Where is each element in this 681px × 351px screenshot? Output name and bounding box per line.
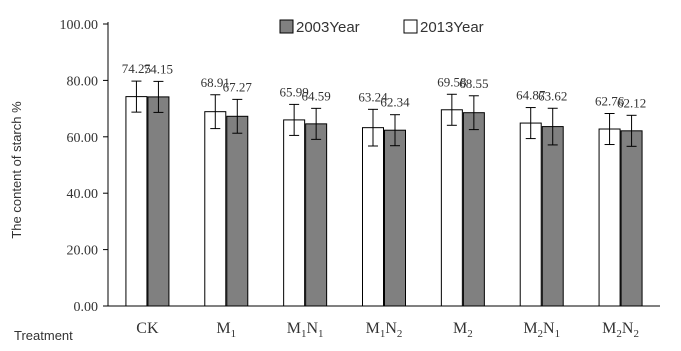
bar-2003Year-2 (305, 123, 328, 307)
bar-2003Year-6 (620, 130, 643, 307)
bar-2013Year-4 (440, 109, 463, 307)
bar-2013Year-5 (519, 122, 542, 307)
bar-2013Year-2 (283, 119, 306, 307)
legend-swatch-2003Year (279, 19, 294, 34)
value-label-2013Year-2: 65.99 (280, 84, 309, 99)
bar-2013Year-6 (598, 128, 621, 307)
bar-2003Year-0 (147, 96, 170, 307)
bar-2013Year-1 (204, 111, 227, 307)
y-tick-label: 60.00 (67, 131, 99, 146)
y-tick-label: 80.00 (67, 74, 99, 89)
x-tick-label-4: M2 (453, 320, 473, 340)
x-axis-labels: CK M1 M1N1 M1N2 M2 M2N1 M2N2 (136, 320, 639, 340)
value-label-2003Year-2: 64.59 (302, 88, 331, 103)
x-axis-label: Treatment (14, 328, 73, 343)
bars (125, 96, 643, 307)
value-label-2013Year-3: 63.24 (358, 89, 388, 104)
bar-2013Year-3 (362, 127, 384, 307)
value-label-2003Year-6: 62.12 (617, 95, 646, 110)
legend-swatch-2013Year (403, 19, 418, 34)
axes (107, 22, 660, 307)
y-axis-label: The content of starch % (9, 101, 24, 239)
x-tick-label-5: M2N1 (523, 320, 560, 340)
value-label-2003Year-4: 68.55 (459, 76, 488, 91)
x-tick-label-2: M1N1 (287, 320, 324, 340)
x-tick-label-0: CK (136, 320, 159, 337)
y-tick-label: 20.00 (67, 244, 99, 259)
x-tick-label-6: M2N2 (602, 320, 639, 340)
y-tick-label: 0.00 (74, 300, 99, 315)
bar-2003Year-5 (541, 126, 564, 307)
x-tick-label-1: M1 (216, 320, 236, 340)
value-label-2013Year-0: 74.25 (122, 61, 151, 76)
legend-label-2013Year: 2013Year (420, 19, 484, 36)
value-label-2013Year-4: 69.58 (437, 74, 466, 89)
value-label-2013Year-6: 62.76 (595, 94, 625, 109)
y-tick-label: 100.00 (60, 18, 99, 33)
bar-2003Year-4 (462, 112, 485, 307)
bar-2003Year-3 (384, 129, 406, 307)
value-label-2003Year-3: 62.34 (380, 95, 410, 110)
y-axis-ticks: 0.00 20.00 40.00 60.00 80.00 100.00 (60, 18, 108, 315)
value-label-2013Year-5: 64.87 (516, 88, 546, 103)
bar-2013Year-0 (125, 96, 148, 307)
value-label-2003Year-0: 74.15 (144, 61, 173, 76)
value-label-2003Year-5: 63.62 (538, 88, 567, 103)
y-tick-label: 40.00 (67, 187, 99, 202)
x-tick-label-3: M1N2 (366, 320, 403, 340)
legend-label-2003Year: 2003Year (296, 19, 360, 36)
error-bars (131, 80, 637, 147)
legend: 2003Year 2013Year (279, 19, 484, 36)
value-label-2013Year-1: 68.91 (201, 75, 230, 90)
value-label-2003Year-1: 67.27 (223, 79, 253, 94)
bar-2003Year-1 (226, 115, 249, 307)
